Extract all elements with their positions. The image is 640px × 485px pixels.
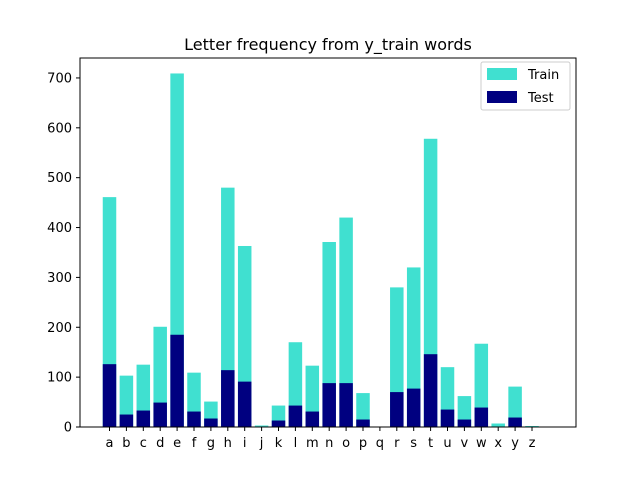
legend-swatch-test: [487, 91, 517, 103]
bar-test-w: [474, 407, 489, 427]
bar-test-b: [119, 414, 134, 427]
bar-train-x: [491, 423, 505, 427]
bar-test-h: [221, 370, 235, 427]
legend-label-train: Train: [527, 68, 559, 83]
axes-layer: 0 100 200 300 400 500 600 700 a b c d e f g h i j k l m n o p q r…: [47, 57, 577, 451]
bar-test-i: [237, 381, 252, 427]
x-tick-label-m: m: [306, 436, 319, 451]
y-tick-label-600: 600: [47, 121, 72, 136]
bar-test-l: [288, 405, 303, 427]
chart-title: Letter frequency from y_train words: [184, 35, 472, 55]
bar-test-r: [390, 392, 404, 427]
bar-test-p: [356, 419, 370, 427]
x-tick-label-x: x: [494, 436, 502, 451]
x-tick-label-r: r: [394, 436, 400, 451]
x-tick-label-e: e: [173, 436, 181, 451]
bar-train-s: [406, 267, 421, 427]
legend-label-test: Test: [527, 91, 554, 106]
bar-test-g: [204, 418, 218, 427]
bar-train-j: [254, 425, 269, 427]
bar-test-t: [423, 354, 438, 427]
x-tick-label-f: f: [192, 436, 197, 451]
bar-test-m: [305, 411, 320, 427]
bar-train-p: [356, 393, 370, 427]
bar-train-w: [474, 343, 489, 427]
bar-train-d: [153, 326, 167, 427]
bar-train-o: [339, 217, 353, 427]
bar-test-a: [102, 364, 117, 427]
x-tick-label-g: g: [207, 436, 215, 451]
x-tick-label-w: w: [476, 436, 487, 451]
x-tick-label-l: l: [294, 436, 298, 451]
bar-train-y: [508, 386, 522, 427]
x-tick-label-p: p: [359, 436, 367, 451]
legend: Train Test: [480, 61, 571, 111]
bar-train-h: [221, 187, 235, 427]
x-tick-label-k: k: [275, 436, 283, 451]
bar-test-f: [187, 411, 201, 427]
plot-frame: [79, 57, 577, 428]
bar-test-y: [508, 417, 522, 427]
x-tick-label-c: c: [140, 436, 147, 451]
x-tick-label-j: j: [259, 436, 264, 451]
y-tick-label-700: 700: [47, 71, 72, 86]
bar-test-v: [457, 419, 472, 427]
x-tick-label-d: d: [156, 436, 164, 451]
y-tick-label-300: 300: [47, 271, 72, 286]
bar-test-o: [339, 383, 353, 427]
bar-test-s: [406, 388, 421, 427]
x-tick-label-a: a: [106, 436, 114, 451]
y-tick-label-0: 0: [64, 421, 72, 436]
x-tick-label-o: o: [342, 436, 350, 451]
x-tick-label-t: t: [428, 436, 433, 451]
y-tick-label-100: 100: [47, 371, 72, 386]
bar-test-k: [271, 420, 286, 427]
bars-layer: [102, 73, 539, 428]
x-tick-label-q: q: [376, 436, 384, 451]
bar-test-u: [440, 409, 455, 427]
x-tick-label-i: i: [243, 436, 247, 451]
bar-test-e: [170, 334, 184, 427]
y-tick-label-400: 400: [47, 221, 72, 236]
x-tick-label-y: y: [511, 436, 519, 451]
x-tick-label-n: n: [325, 436, 333, 451]
bar-train-b: [119, 375, 134, 427]
y-tick-label-200: 200: [47, 321, 72, 336]
bar-test-n: [322, 383, 336, 427]
bar-test-c: [136, 410, 151, 427]
x-tick-label-h: h: [224, 436, 232, 451]
bar-train-n: [322, 242, 336, 427]
x-tick-label-s: s: [410, 436, 417, 451]
y-tick-label-500: 500: [47, 171, 72, 186]
x-tick-label-u: u: [443, 436, 451, 451]
legend-swatch-train: [487, 68, 517, 80]
x-tick-label-z: z: [529, 436, 536, 451]
bar-test-d: [153, 402, 167, 427]
x-tick-label-v: v: [461, 436, 469, 451]
x-tick-label-b: b: [122, 436, 130, 451]
bar-train-v: [457, 396, 472, 427]
